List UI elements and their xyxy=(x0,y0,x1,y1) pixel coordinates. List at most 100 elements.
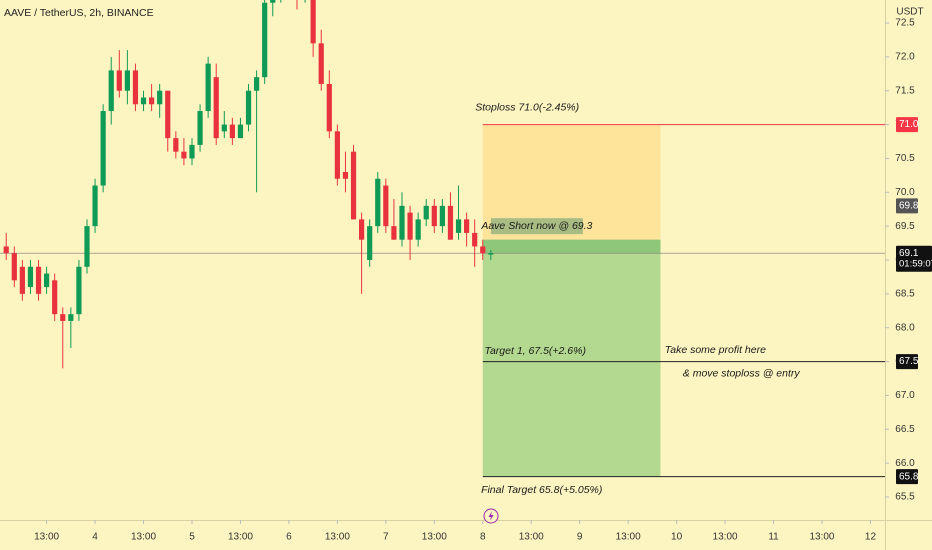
annotation: Take some profit here xyxy=(665,344,766,356)
candle-body xyxy=(254,77,260,91)
candle-body xyxy=(472,232,478,247)
candle-body xyxy=(213,77,219,139)
x-tick-label: 13:00 xyxy=(325,532,350,543)
candle-body xyxy=(447,205,454,240)
candle-body xyxy=(108,70,114,112)
chart-title: AAVE / TetherUS, 2h, BINANCE xyxy=(4,7,154,19)
price-marker-label: 71.0 xyxy=(899,119,919,130)
candle-body xyxy=(205,63,211,112)
price-marker xyxy=(896,198,918,214)
candle-body xyxy=(262,2,268,78)
y-tick-label: 67.0 xyxy=(895,390,915,401)
x-tick-label: 13:00 xyxy=(422,532,447,543)
candle-body xyxy=(350,151,357,220)
candle-body xyxy=(367,226,373,260)
y-tick-label: 68.0 xyxy=(895,322,915,333)
y-tick-label: 65.5 xyxy=(895,492,915,503)
candle-body xyxy=(181,151,187,159)
candle-body xyxy=(237,124,244,139)
candle-body xyxy=(173,138,179,152)
candle-body xyxy=(229,124,235,139)
candle-body xyxy=(84,226,90,267)
candle-body xyxy=(326,83,332,132)
y-tick-label: 72.0 xyxy=(895,52,915,63)
candle-body xyxy=(189,144,195,159)
x-tick-label: 13:00 xyxy=(131,532,156,543)
annotation: Target 1, 67.5(+2.6%) xyxy=(485,345,586,357)
candle-body xyxy=(455,219,462,233)
candle-body xyxy=(197,111,203,145)
price-marker xyxy=(896,245,932,272)
candle-body xyxy=(149,97,155,105)
candle-body xyxy=(407,212,413,240)
price-marker xyxy=(896,117,918,133)
candle-body xyxy=(270,0,276,3)
y-tick-label: 66.0 xyxy=(895,458,915,469)
candle-body xyxy=(11,253,17,281)
x-tick-label: 4 xyxy=(92,532,98,543)
price-marker xyxy=(896,469,918,485)
candle-body xyxy=(68,314,74,321)
price-marker xyxy=(896,354,918,370)
x-tick-label: 7 xyxy=(383,532,389,543)
x-tick-label: 13:00 xyxy=(519,532,544,543)
annotation-box xyxy=(490,218,583,235)
annotation: Aave Short now @ 69.3 xyxy=(480,220,592,232)
x-tick-label: 13:00 xyxy=(713,532,738,543)
x-tick-label: 10 xyxy=(671,532,683,543)
candle-body xyxy=(221,124,227,132)
plot-area xyxy=(0,0,885,478)
candle-body xyxy=(100,111,106,186)
event-icon[interactable] xyxy=(483,508,499,524)
entry-band xyxy=(482,239,661,254)
price-marker-label: 67.5 xyxy=(899,356,919,367)
candle-body xyxy=(3,246,9,254)
y-tick-label: 69.5 xyxy=(895,221,915,232)
candle-body xyxy=(383,185,389,227)
y-tick-label: 72.5 xyxy=(895,18,915,29)
candle-body xyxy=(27,266,34,288)
candle-body xyxy=(44,273,50,288)
candle-body xyxy=(92,185,98,227)
x-tick-label: 8 xyxy=(480,532,486,543)
x-tick-label: 13:00 xyxy=(228,532,253,543)
candle-body xyxy=(60,314,66,321)
candle-body xyxy=(132,70,139,105)
candle-body xyxy=(431,205,437,227)
price-marker-label: 65.8 xyxy=(899,471,919,482)
y-tick-label: 70.0 xyxy=(895,187,915,198)
x-tick-label: 6 xyxy=(286,532,292,543)
candle-body xyxy=(488,253,494,255)
candle-body xyxy=(157,90,163,105)
candle-body xyxy=(35,266,42,294)
y-unit: USDT xyxy=(896,7,923,18)
candle-body xyxy=(140,97,147,105)
annotation: & move stoploss @ entry xyxy=(683,368,801,380)
candle-body xyxy=(165,90,171,139)
candle-body xyxy=(334,131,340,179)
x-tick-label: 12 xyxy=(865,532,877,543)
price-countdown: 01:59:07 xyxy=(899,259,932,270)
y-tick-label: 71.5 xyxy=(895,85,915,96)
candle-body xyxy=(464,219,470,233)
candle-body xyxy=(480,246,486,254)
x-tick-label: 13:00 xyxy=(34,532,59,543)
x-tick-label: 11 xyxy=(768,532,779,543)
candle-body xyxy=(439,205,445,227)
y-tick-label: 68.5 xyxy=(895,288,915,299)
candle-body xyxy=(399,205,405,240)
candle-body xyxy=(415,219,421,240)
candle-body xyxy=(423,205,429,220)
candle-body xyxy=(310,0,316,44)
candle-body xyxy=(116,70,122,91)
annotation: Final Target 65.8(+5.05%) xyxy=(481,484,602,496)
annotation: Stoploss 71.0(-2.45%) xyxy=(475,101,579,113)
x-tick-label: 13:00 xyxy=(809,532,834,543)
candle-body xyxy=(52,280,58,315)
target-zone xyxy=(482,239,661,477)
candle-body xyxy=(391,226,397,240)
candle-body xyxy=(76,266,82,315)
candle-body xyxy=(359,219,365,240)
